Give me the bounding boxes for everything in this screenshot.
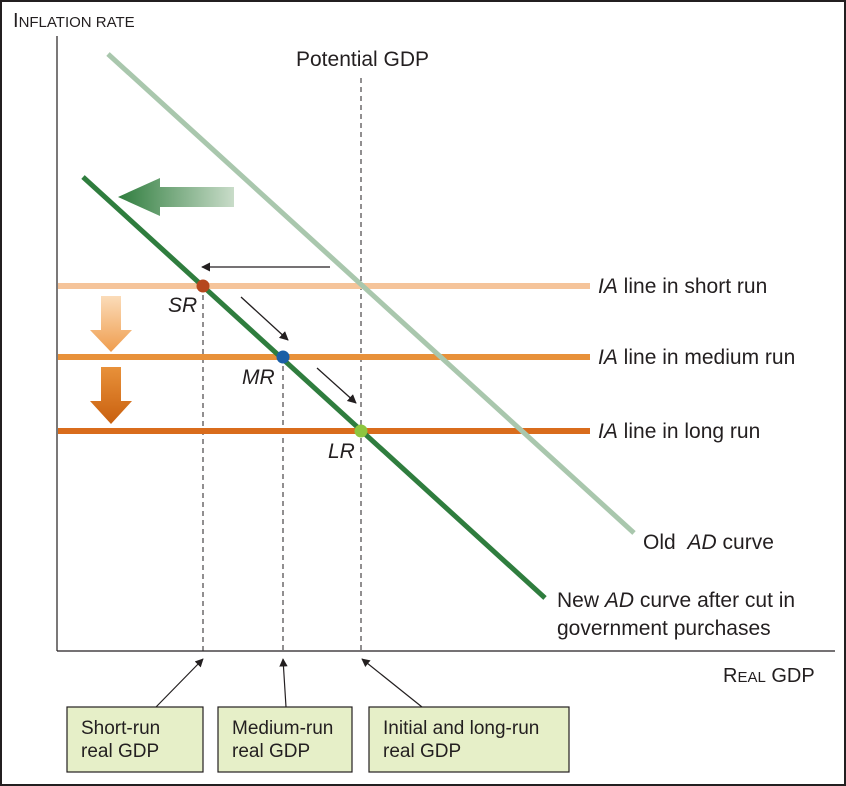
medium-run-box-line2: real GDP: [232, 741, 310, 762]
ia-shift-arrow-1: [90, 296, 132, 352]
lr-label: LR: [328, 440, 355, 463]
old-ad-curve: [106, 52, 636, 535]
lr-point: [354, 424, 368, 438]
mr-to-lr-arrow: [316, 367, 357, 404]
y-axis-title: INFLATION RATE: [13, 10, 135, 32]
x-axis-title: REAL GDP: [723, 665, 815, 687]
old-ad-label: Old AD curve: [643, 531, 774, 554]
ad-shift-arrow: [118, 178, 234, 216]
ia-shift-arrow-2: [90, 367, 132, 424]
medium-run-box-line1: Medium-run: [232, 718, 333, 739]
short-run-gdp-box: [66, 706, 204, 773]
medium-run-gdp-box: [217, 706, 353, 773]
short-run-box-pointer: [155, 658, 204, 708]
short-run-box-line2: real GDP: [81, 741, 159, 762]
mr-point: [276, 350, 290, 364]
long-run-box-line2: real GDP: [383, 741, 461, 762]
sr-label: SR: [168, 294, 197, 317]
ia-label-long-run: IA line in long run: [598, 420, 760, 443]
short-run-box-line1: Short-run: [81, 718, 160, 739]
new-ad-label: New AD curve after cut in: [557, 589, 795, 612]
new-ad-curve: [81, 175, 547, 600]
sr-to-mr-arrow: [240, 296, 289, 341]
mr-label: MR: [242, 366, 275, 389]
ia-label-medium-run: IA line in medium run: [598, 346, 795, 369]
long-run-gdp-box: [368, 706, 570, 773]
sr-point: [196, 279, 210, 293]
medium-run-box-pointer: [279, 658, 288, 708]
long-run-box-pointer: [361, 658, 423, 708]
potential-gdp-label: Potential GDP: [296, 48, 429, 71]
long-run-box-line1: Initial and long-run: [383, 718, 539, 739]
new-ad-label-line2: government purchases: [557, 617, 771, 640]
ia-label-short-run: IA line in short run: [598, 275, 767, 298]
